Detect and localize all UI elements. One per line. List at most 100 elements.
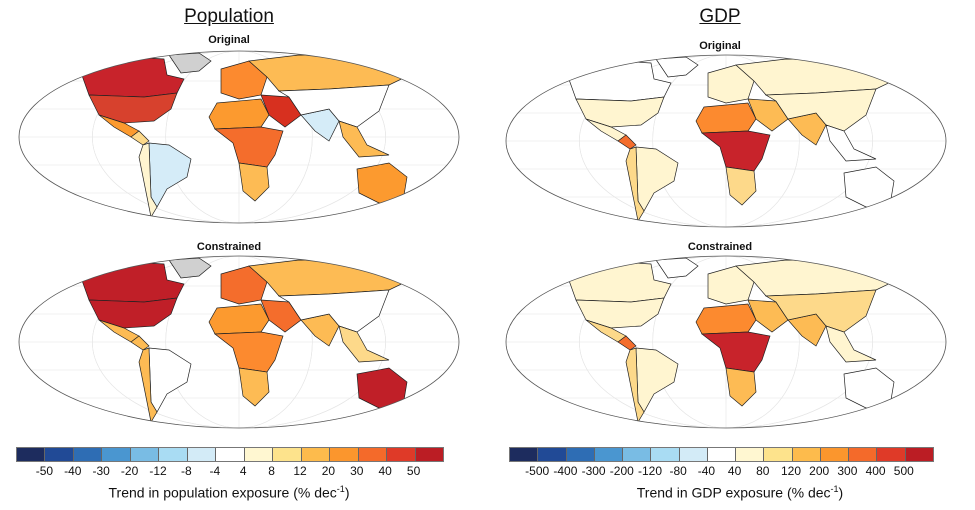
- region-africa-central: [214, 331, 284, 373]
- region-south-america-west: [138, 347, 158, 423]
- region-greenland: [168, 52, 212, 74]
- colorbar-swatch: [538, 448, 567, 461]
- colorbar-swatch: [510, 448, 539, 461]
- colorbar-tick-label: 40: [378, 464, 392, 478]
- region-africa-south: [238, 162, 270, 202]
- colorbar-tick-label: 120: [780, 464, 802, 478]
- colorbar-tick-label: -30: [92, 464, 110, 478]
- region-australia: [356, 162, 408, 204]
- map-outline: [505, 54, 947, 228]
- colorbar-swatch: [623, 448, 652, 461]
- region-south-america: [635, 347, 679, 413]
- colorbar-swatch: [849, 448, 878, 461]
- region-south-america-west: [625, 146, 645, 222]
- region-africa-south: [725, 367, 757, 407]
- colorbar-tick-label: 50: [406, 464, 421, 478]
- region-usa: [575, 297, 665, 329]
- colorbar-swatch: [566, 448, 595, 461]
- colorbar-swatch: [764, 448, 793, 461]
- colorbar-tick-label: -400: [553, 464, 578, 478]
- colorbar-label-gdp: Trend in GDP exposure (% dec-1): [636, 484, 844, 501]
- colorbar-swatch: [244, 448, 274, 461]
- colorbar-tick-label: -500: [525, 464, 550, 478]
- map-outline: [18, 50, 460, 224]
- map-population-original: [18, 50, 460, 224]
- colorbar-swatch: [216, 448, 245, 461]
- colorbar-swatch: [330, 448, 359, 461]
- colorbar-swatch: [73, 448, 103, 461]
- colorbar-swatch: [17, 448, 46, 461]
- colorbar-tick-label: 4: [239, 464, 247, 478]
- colorbar-swatch: [736, 448, 765, 461]
- colorbar-swatch: [651, 448, 680, 461]
- map-gdp-constrained: [505, 255, 947, 429]
- colorbar-tick-label: -8: [181, 464, 192, 478]
- region-africa-north: [695, 102, 757, 134]
- colorbar-swatch: [877, 448, 906, 461]
- colorbar-swatch: [273, 448, 302, 461]
- region-se-asia: [338, 120, 390, 158]
- colorbar-swatch: [358, 448, 388, 461]
- map-gdp-original: [505, 54, 947, 228]
- region-canada: [565, 261, 672, 303]
- region-se-asia: [825, 124, 877, 162]
- map-population-constrained: [18, 255, 460, 429]
- colorbar-population: [16, 447, 444, 462]
- colorbar-tick-label: -4: [209, 464, 221, 478]
- map-outline: [18, 255, 460, 429]
- region-russia: [248, 54, 415, 92]
- colorbar-tick-label: 500: [893, 464, 914, 478]
- region-usa: [575, 96, 665, 128]
- colorbar-swatch: [594, 448, 624, 461]
- colorbar-label-population: Trend in population exposure (% dec-1): [108, 484, 350, 501]
- region-south-america-west: [625, 347, 645, 423]
- region-russia: [248, 259, 415, 297]
- region-africa-central: [214, 126, 284, 168]
- region-australia: [356, 367, 408, 409]
- region-south-america: [635, 146, 679, 212]
- colorbar-tick-label: 300: [837, 464, 858, 478]
- region-africa-central: [701, 331, 771, 373]
- colorbar-swatch: [301, 448, 331, 461]
- colorbar-swatch: [130, 448, 160, 461]
- colorbar-tick-label: 200: [809, 464, 830, 478]
- region-canada: [565, 60, 672, 102]
- colorbar-tick-label: -40: [697, 464, 716, 478]
- region-africa-north: [208, 98, 270, 130]
- region-greenland: [655, 257, 699, 279]
- region-central-america: [130, 130, 150, 146]
- colorbar-swatch: [187, 448, 217, 461]
- region-south-america-west: [138, 142, 158, 218]
- region-se-asia: [338, 325, 390, 363]
- map-label: Constrained: [687, 241, 753, 253]
- colorbar-swatch: [102, 448, 131, 461]
- colorbar-tick-label: 20: [321, 464, 336, 478]
- colorbar-swatch: [679, 448, 708, 461]
- colorbar-swatch: [707, 448, 737, 461]
- region-south-america: [148, 142, 192, 208]
- colorbar-swatch: [159, 448, 188, 461]
- region-se-asia: [825, 325, 877, 363]
- colorbar-tick-label: -50: [35, 464, 54, 478]
- colorbar-tick-label: -40: [64, 464, 82, 478]
- colorbar-tick-label: -20: [120, 464, 139, 478]
- colorbar-gdp: [509, 447, 934, 462]
- colorbar-tick-label: -300: [581, 464, 606, 478]
- region-canada: [78, 261, 185, 303]
- colorbar-tick-label: 8: [268, 464, 275, 478]
- map-label: Original: [208, 34, 250, 46]
- colorbar-swatch: [45, 448, 74, 461]
- colorbar-tick-label: -12: [149, 464, 167, 478]
- colorbar-tick-label: 80: [756, 464, 770, 478]
- map-label: Constrained: [196, 241, 262, 253]
- region-africa-south: [725, 166, 757, 206]
- region-central-america: [617, 134, 637, 150]
- region-canada: [78, 56, 185, 98]
- colorbar-tick-label: -200: [609, 464, 634, 478]
- region-africa-north: [695, 303, 757, 335]
- colorbar-swatch: [415, 448, 444, 461]
- region-russia: [735, 259, 902, 297]
- map-outline: [505, 255, 947, 429]
- region-greenland: [168, 257, 212, 279]
- region-africa-north: [208, 303, 270, 335]
